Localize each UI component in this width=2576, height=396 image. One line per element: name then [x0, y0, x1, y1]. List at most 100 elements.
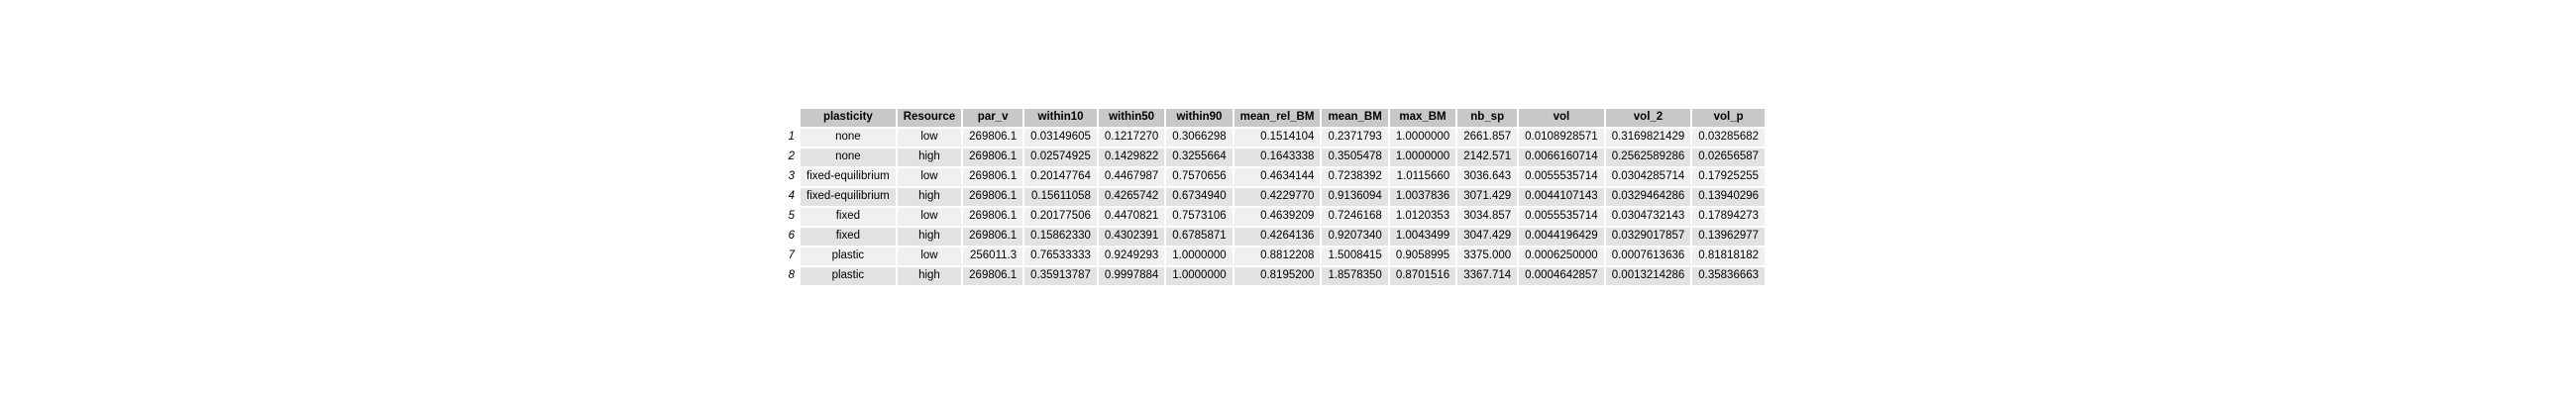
table-row: 6 fixed high 269806.1 0.15862330 0.4302391 0.6…: [785, 228, 1766, 246]
table-cell: 0.1643338: [1234, 148, 1321, 166]
table-cell: 1.0000000: [1389, 129, 1456, 147]
table-row: 8 plastic high 269806.1 0.35913787 0.9997884 1…: [785, 267, 1766, 285]
table-cell: 0.0044107143: [1519, 188, 1604, 206]
table-cell: 0.1514104: [1234, 129, 1321, 147]
table-cell: 0.4264136: [1234, 228, 1321, 246]
table-cell: 1.0000000: [1389, 148, 1456, 166]
table-cell: 0.4265742: [1098, 188, 1165, 206]
table-row: 2 none high 269806.1 0.02574925 0.1429822 0.32…: [785, 148, 1766, 166]
table-cell: 0.02574925: [1024, 148, 1097, 166]
corner-cell: [785, 109, 799, 127]
table-cell: high: [897, 188, 962, 206]
table-cell: 0.76533333: [1024, 248, 1097, 265]
column-header-resource: Resource: [897, 109, 962, 127]
table-cell: 0.1429822: [1098, 148, 1165, 166]
table-cell: 1.0000000: [1166, 248, 1233, 265]
table-cell: low: [897, 248, 962, 265]
table-cell: 0.4302391: [1098, 228, 1165, 246]
table-cell: 0.0055535714: [1519, 208, 1604, 226]
column-header-within50: within50: [1098, 109, 1165, 127]
row-index: 4: [788, 190, 795, 203]
table-cell: 0.0007613636: [1605, 248, 1691, 265]
row-index: 2: [788, 150, 795, 163]
table-cell: 0.6785871: [1166, 228, 1233, 246]
table-cell: 0.2371793: [1322, 129, 1388, 147]
table-cell: 2661.857: [1457, 129, 1518, 147]
table-cell: fixed: [801, 208, 896, 226]
table-cell: low: [897, 208, 962, 226]
table-cell: 0.3255664: [1166, 148, 1233, 166]
table-body: 1 none low 269806.1 0.03149605 0.1217270 0.306…: [785, 129, 1766, 285]
table-cell: 0.0006250000: [1519, 248, 1604, 265]
results-table: plasticity Resource par_v within10 withi…: [783, 107, 1767, 287]
table-cell: 0.0055535714: [1519, 168, 1604, 186]
table-cell: 269806.1: [963, 267, 1023, 285]
table-cell: 3071.429: [1457, 188, 1518, 206]
table-cell: none: [801, 148, 896, 166]
table-row: 3 fixed-equilibrium low 269806.1 0.20147764 0…: [785, 168, 1766, 186]
table-cell: 269806.1: [963, 228, 1023, 246]
row-index: 1: [788, 131, 795, 144]
table-cell: 0.03149605: [1024, 129, 1097, 147]
column-header-plasticity: plasticity: [801, 109, 896, 127]
table-cell: 1.0043499: [1389, 228, 1456, 246]
table-cell: plastic: [801, 248, 896, 265]
table-row: 7 plastic low 256011.3 0.76533333 0.9249293 1.…: [785, 248, 1766, 265]
table-cell: 1.8578350: [1322, 267, 1388, 285]
results-table-container: plasticity Resource par_v within10 withi…: [783, 107, 1767, 287]
table-cell: 0.17925255: [1692, 168, 1766, 186]
table-cell: 269806.1: [963, 208, 1023, 226]
table-cell: 0.0066160714: [1519, 148, 1604, 166]
table-cell: 0.35913787: [1024, 267, 1097, 285]
table-cell: 1.5008415: [1322, 248, 1388, 265]
table-cell: 0.81818182: [1692, 248, 1766, 265]
table-cell: 0.13940296: [1692, 188, 1766, 206]
table-cell: 0.0304732143: [1605, 208, 1691, 226]
table-cell: 1.0000000: [1166, 267, 1233, 285]
table-cell: none: [801, 129, 896, 147]
table-cell: 0.8812208: [1234, 248, 1321, 265]
table-cell: 0.6734940: [1166, 188, 1233, 206]
column-header-vol-2: vol_2: [1605, 109, 1691, 127]
row-index: 6: [788, 230, 795, 243]
table-cell: high: [897, 267, 962, 285]
table-cell: 0.17894273: [1692, 208, 1766, 226]
table-cell: 3034.857: [1457, 208, 1518, 226]
row-index: 3: [788, 170, 795, 183]
row-index: 5: [788, 210, 795, 223]
table-cell: 0.0304285714: [1605, 168, 1691, 186]
table-cell: 0.3505478: [1322, 148, 1388, 166]
table-cell: 1.0037836: [1389, 188, 1456, 206]
table-cell: 0.9249293: [1098, 248, 1165, 265]
table-cell: 0.9997884: [1098, 267, 1165, 285]
table-cell: 3036.643: [1457, 168, 1518, 186]
table-cell: 0.0329017857: [1605, 228, 1691, 246]
table-cell: 0.0329464286: [1605, 188, 1691, 206]
table-cell: fixed-equilibrium: [801, 168, 896, 186]
table-cell: 0.3066298: [1166, 129, 1233, 147]
table-cell: low: [897, 168, 962, 186]
table-cell: 0.02656587: [1692, 148, 1766, 166]
table-cell: 1.0115660: [1389, 168, 1456, 186]
column-header-vol-p: vol_p: [1692, 109, 1766, 127]
table-cell: 0.7246168: [1322, 208, 1388, 226]
table-cell: 0.3169821429: [1605, 129, 1691, 147]
table-cell: 0.15611058: [1024, 188, 1097, 206]
table-cell: 269806.1: [963, 168, 1023, 186]
table-cell: plastic: [801, 267, 896, 285]
table-cell: 0.1217270: [1098, 129, 1165, 147]
table-cell: 0.8195200: [1234, 267, 1321, 285]
table-cell: 0.2562589286: [1605, 148, 1691, 166]
column-header-vol: vol: [1519, 109, 1604, 127]
table-cell: 0.9136094: [1322, 188, 1388, 206]
column-header-max-bm: max_BM: [1389, 109, 1456, 127]
table-cell: 0.4470821: [1098, 208, 1165, 226]
table-cell: 0.35836663: [1692, 267, 1766, 285]
table-cell: 3047.429: [1457, 228, 1518, 246]
table-cell: 0.4229770: [1234, 188, 1321, 206]
column-header-within10: within10: [1024, 109, 1097, 127]
table-cell: 269806.1: [963, 129, 1023, 147]
table-cell: 0.8701516: [1389, 267, 1456, 285]
table-cell: 0.20147764: [1024, 168, 1097, 186]
table-cell: 0.0004642857: [1519, 267, 1604, 285]
